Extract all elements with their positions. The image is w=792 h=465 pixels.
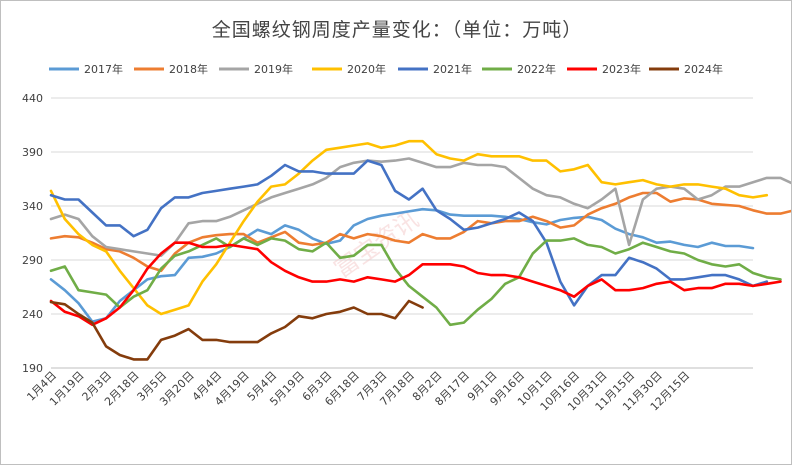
y-tick-label: 290 <box>22 254 43 267</box>
legend-label: 2018年 <box>169 62 208 76</box>
legend-label: 2017年 <box>84 62 123 76</box>
legend-label: 2022年 <box>517 62 556 76</box>
y-tick-label: 440 <box>22 92 43 105</box>
series-line-1 <box>49 207 755 323</box>
chart-title: 全国螺纹钢周度产量变化：（单位：万吨） <box>211 19 583 41</box>
legend: 2017年 2018年 2019年 2020年 2021年 2022年 2023年 2024年 <box>49 62 723 76</box>
series-line-3 <box>49 157 791 257</box>
y-tick-label: 340 <box>22 200 43 213</box>
legend-label: 2024年 <box>684 62 723 76</box>
legend-label: 2019年 <box>254 62 293 76</box>
y-tick-label: 240 <box>22 308 43 321</box>
series-line-2 <box>49 191 791 273</box>
series-line-8 <box>49 299 424 361</box>
legend-label: 2020年 <box>347 62 386 76</box>
series-line-4 <box>49 139 769 316</box>
legend-label: 2023年 <box>602 62 641 76</box>
series-line-6 <box>49 237 782 327</box>
y-tick-label: 390 <box>22 146 43 159</box>
y-tick-label: 190 <box>22 362 43 375</box>
series-line-7 <box>49 241 782 327</box>
series-lines <box>49 139 791 361</box>
legend-label: 2021年 <box>433 62 472 76</box>
series-line-5 <box>49 159 769 307</box>
